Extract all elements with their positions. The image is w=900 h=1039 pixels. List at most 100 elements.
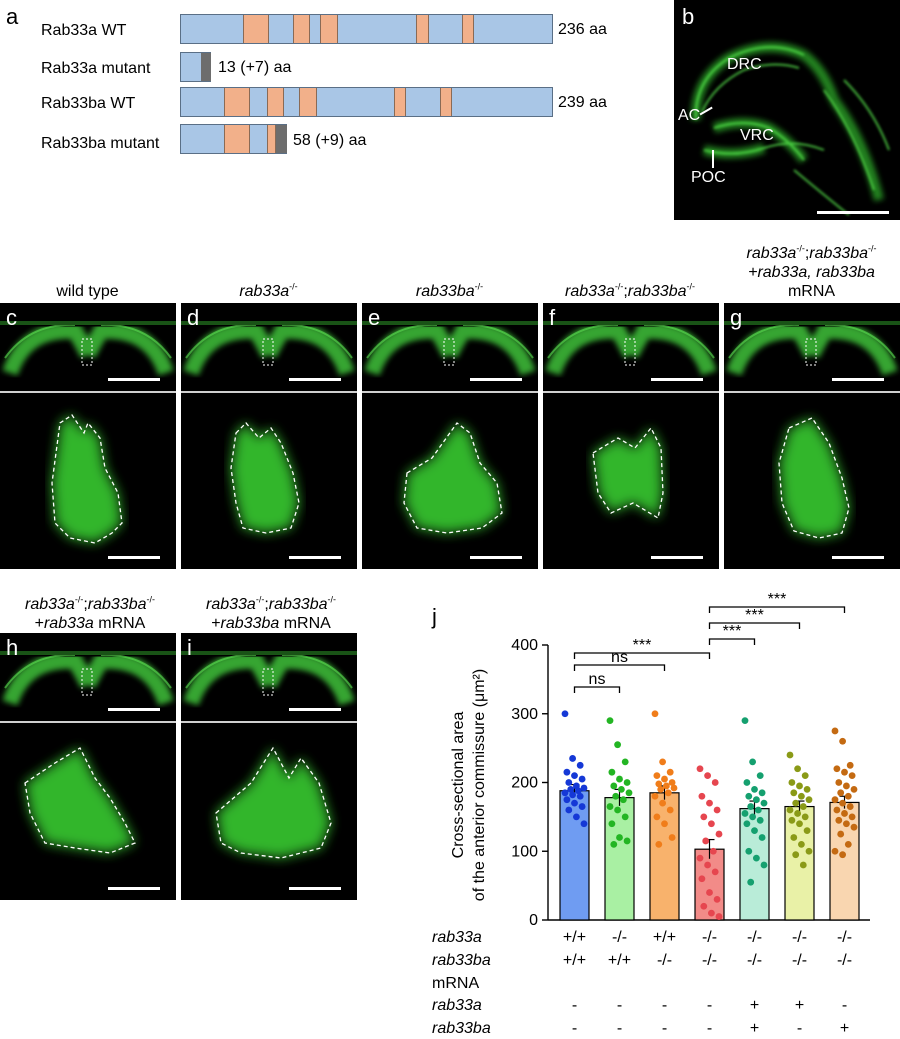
bar bbox=[559, 790, 590, 921]
row-value: -/- bbox=[747, 929, 762, 946]
data-point bbox=[608, 820, 616, 828]
panel-f-bottom-scale-bar bbox=[651, 556, 703, 559]
sig-ns-1-label: ns bbox=[589, 671, 606, 688]
data-point bbox=[848, 772, 856, 780]
sig-2-label: *** bbox=[723, 623, 742, 640]
data-point bbox=[623, 837, 631, 845]
panel-j-chart: 0 100 200 300 400 Cross-sectional area of the … bbox=[432, 591, 870, 1037]
panel-g-letter: g bbox=[730, 305, 743, 330]
data-point bbox=[796, 782, 803, 790]
data-point bbox=[756, 772, 764, 780]
data-point bbox=[619, 796, 627, 804]
rab33a-wt-diagram bbox=[180, 14, 553, 44]
row-value: -/- bbox=[657, 952, 672, 969]
data-point bbox=[661, 775, 668, 783]
data-point bbox=[715, 913, 723, 920]
data-point bbox=[788, 779, 796, 786]
data-point bbox=[696, 765, 704, 773]
data-point bbox=[743, 820, 751, 828]
data-point bbox=[653, 813, 661, 821]
panel-f-top-scale-bar bbox=[651, 378, 703, 381]
data-point bbox=[786, 806, 794, 814]
data-point bbox=[751, 785, 758, 793]
rab33ba-wt-length: 239 aa bbox=[558, 94, 607, 111]
data-point bbox=[844, 840, 852, 848]
panel-e-title: rab33ba-/- bbox=[415, 281, 484, 300]
sig-1-label: *** bbox=[633, 637, 652, 654]
row-value: + bbox=[840, 1020, 849, 1037]
row-value: - bbox=[662, 1020, 667, 1037]
data-point bbox=[666, 806, 674, 814]
rab33ba-wt-label: Rab33ba WT bbox=[41, 95, 136, 112]
panel-h-title: rab33a-/-;rab33ba-/- +rab33a mRNA bbox=[25, 594, 155, 632]
panel-a-letter: a bbox=[6, 4, 19, 29]
data-point bbox=[706, 799, 713, 807]
panel-g-top-image: g bbox=[724, 303, 900, 391]
row-label: rab33a bbox=[432, 929, 482, 946]
data-point bbox=[843, 782, 850, 790]
data-point bbox=[606, 717, 614, 725]
row-value: -/- bbox=[702, 952, 717, 969]
data-point bbox=[798, 840, 805, 848]
row-value: - bbox=[842, 997, 847, 1014]
rab33a-wt-label: Rab33a WT bbox=[41, 22, 127, 39]
label-poc: POC bbox=[691, 169, 726, 186]
data-point bbox=[786, 751, 794, 759]
panel-i-top-scale-bar bbox=[289, 708, 341, 711]
data-point bbox=[833, 806, 841, 814]
label-vrc: VRC bbox=[740, 127, 774, 144]
data-point bbox=[799, 803, 807, 810]
data-point bbox=[614, 741, 621, 749]
row-value: - bbox=[572, 997, 577, 1014]
row-value: -/- bbox=[792, 929, 807, 946]
data-point bbox=[616, 775, 623, 783]
row-value: + bbox=[750, 997, 759, 1014]
row-value: -/- bbox=[702, 929, 717, 946]
y-axis-label-line1: Cross-sectional area bbox=[450, 712, 467, 859]
label-ac: AC bbox=[678, 107, 701, 124]
row-value: -/- bbox=[837, 952, 852, 969]
row-value: +/+ bbox=[563, 929, 586, 946]
panel-i-letter: i bbox=[187, 635, 192, 660]
data-point bbox=[571, 799, 578, 807]
panel-b-image: b DRC AC VRC POC bbox=[674, 0, 900, 220]
data-point bbox=[837, 830, 845, 838]
data-point bbox=[747, 878, 755, 886]
panel-c-top-scale-bar bbox=[108, 378, 160, 381]
rab33ba-wt-diagram bbox=[180, 87, 553, 117]
y-tick-label: 300 bbox=[511, 706, 538, 723]
data-point bbox=[803, 785, 811, 793]
data-point bbox=[664, 789, 672, 797]
data-point bbox=[758, 789, 766, 797]
rab33a-mutant-length: 13 (+7) aa bbox=[218, 59, 292, 76]
data-point bbox=[753, 796, 760, 804]
data-point bbox=[801, 772, 809, 780]
data-point bbox=[745, 847, 753, 855]
row-value: - bbox=[797, 1020, 802, 1037]
panel-c-bottom-scale-bar bbox=[108, 556, 160, 559]
data-point bbox=[749, 758, 756, 766]
data-point bbox=[698, 792, 706, 800]
row-value: + bbox=[795, 997, 804, 1014]
data-point bbox=[610, 840, 618, 848]
sig-4-label: *** bbox=[768, 591, 787, 608]
data-point bbox=[843, 820, 850, 828]
row-value: -/- bbox=[747, 952, 762, 969]
row-label: mRNA bbox=[432, 975, 479, 992]
data-point bbox=[561, 710, 569, 718]
row-value: +/+ bbox=[653, 929, 676, 946]
data-point bbox=[751, 827, 758, 835]
row-value: - bbox=[617, 997, 622, 1014]
data-point bbox=[651, 710, 659, 718]
data-point bbox=[661, 820, 668, 828]
data-point bbox=[580, 784, 588, 792]
data-point bbox=[651, 792, 659, 800]
data-point bbox=[573, 813, 580, 821]
data-point bbox=[792, 851, 800, 859]
data-point bbox=[571, 772, 578, 780]
panel-d-top-image: d bbox=[181, 303, 357, 391]
panel-d-letter: d bbox=[187, 305, 200, 330]
data-point bbox=[831, 727, 839, 735]
data-point bbox=[563, 768, 571, 776]
rab33a-wt-length: 236 aa bbox=[558, 21, 607, 38]
